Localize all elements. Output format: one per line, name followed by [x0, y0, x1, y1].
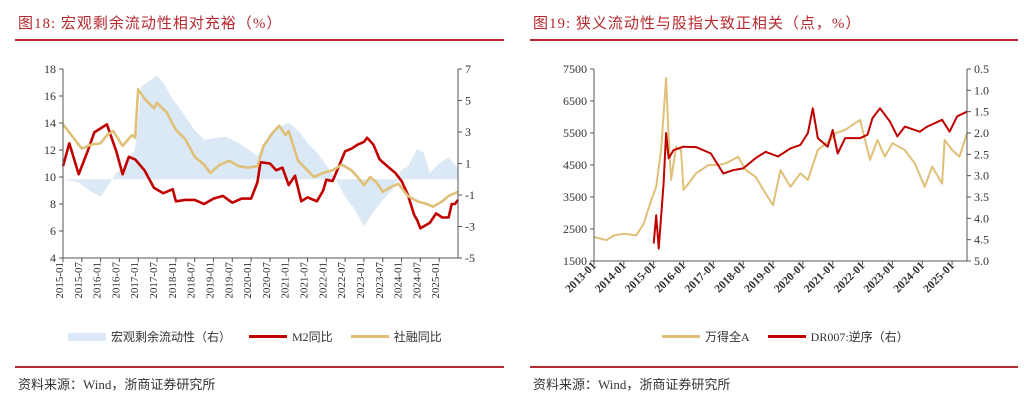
x-tick-label: 2022-01: [317, 262, 329, 299]
y-tick-label-right: 4.0: [974, 211, 989, 225]
legend-label: 社融同比: [393, 330, 442, 344]
bottom-rule-left: [15, 366, 504, 368]
y-tick-label-left: 2500: [563, 222, 587, 236]
legend-label: DR007:逆序（右）: [810, 330, 909, 344]
legend-item-m2: M2同比: [249, 328, 333, 345]
x-tick-label: 2019-01: [204, 262, 216, 299]
chart-title-left: 图18: 宏观剩余流动性相对充裕（%）: [18, 16, 283, 32]
title-rule-right: [530, 39, 1018, 41]
y-tick-label-left: 4: [50, 251, 56, 265]
legend-label: 万得全A: [705, 330, 750, 344]
x-tick-label: 2015-01: [623, 260, 659, 296]
y-tick-label-right: 1.5: [974, 105, 989, 119]
y-tick-label-left: 10: [44, 170, 56, 184]
series-line-0: [593, 77, 968, 242]
y-tick-label-right: 5.0: [974, 254, 989, 268]
y-tick-label-right: -1: [465, 188, 475, 202]
x-tick-label: 2022-01: [832, 260, 868, 296]
source-note-left: 资料来源：Wind，浙商证券研究所: [18, 377, 216, 392]
y-tick-label-right: 3.5: [974, 190, 989, 204]
y-tick-label-right: 5: [465, 94, 471, 108]
y-tick-label-right: 1: [465, 157, 471, 171]
legend-left: 宏观剩余流动性（右） M2同比 社融同比: [68, 328, 442, 345]
x-tick-label: 2020-01: [242, 262, 254, 299]
x-tick-label: 2018-07: [186, 262, 198, 299]
y-tick-label-left: 4500: [563, 158, 587, 172]
y-tick-label-left: 5500: [563, 126, 587, 140]
x-tick-label: 2017-01: [683, 260, 719, 296]
y-tick-label-right: 2.5: [974, 147, 989, 161]
x-tick-label: 2020-01: [772, 260, 808, 296]
y-tick-label-right: 4.5: [974, 233, 989, 247]
x-tick-label: 2016-01: [92, 262, 104, 299]
chart-title-right: 图19: 狭义流动性与股指大致正相关（点，%）: [533, 16, 862, 32]
y-tick-label-right: 3: [465, 125, 471, 139]
legend-item-excess-liquidity: 宏观剩余流动性（右）: [68, 328, 231, 345]
y-tick-label-right: -3: [465, 220, 475, 234]
legend-label: M2同比: [292, 330, 333, 344]
x-tick-label: 2021-07: [299, 262, 311, 299]
y-tick-label-left: 18: [44, 62, 56, 76]
legend-swatch: [350, 335, 389, 338]
x-tick-label: 2024-07: [411, 262, 423, 299]
y-tick-label-left: 6: [50, 224, 56, 238]
series-line-1: [61, 123, 460, 230]
series-area-0: [63, 75, 458, 227]
x-tick-label: 2017-01: [129, 262, 141, 299]
x-tick-label: 2022-07: [336, 262, 348, 299]
legend-label: 宏观剩余流动性（右）: [111, 330, 232, 344]
y-tick-label-left: 8: [50, 197, 56, 211]
x-tick-label: 2023-01: [355, 262, 367, 299]
y-tick-label-left: 16: [44, 89, 56, 103]
x-tick-label: 2023-07: [374, 262, 386, 299]
legend-swatch: [68, 332, 106, 341]
x-tick-label: 2014-01: [593, 260, 629, 296]
y-tick-label-left: 1500: [563, 254, 587, 268]
y-tick-label-right: -5: [465, 251, 475, 265]
x-tick-label: 2023-01: [862, 260, 898, 296]
y-tick-label-left: 12: [44, 143, 56, 157]
series-line-2: [61, 88, 459, 208]
x-tick-label: 2015-01: [54, 262, 66, 299]
y-tick-label-right: 1.0: [974, 83, 989, 97]
x-tick-label: 2024-01: [892, 260, 928, 296]
y-tick-label-right: 7: [465, 62, 471, 76]
series-line-1: [652, 107, 968, 250]
y-tick-label-left: 7500: [563, 62, 587, 76]
legend-item-dr007: DR007:逆序（右）: [767, 328, 909, 345]
y-tick-label-left: 3500: [563, 190, 587, 204]
y-tick-label-right: 3.0: [974, 169, 989, 183]
x-tick-label: 2019-01: [742, 260, 778, 296]
x-tick-label: 2025-01: [921, 260, 957, 296]
x-tick-label: 2021-01: [802, 260, 838, 296]
x-tick-label: 2018-01: [713, 260, 749, 296]
x-tick-label: 2016-07: [110, 262, 122, 299]
x-tick-label: 2016-01: [653, 260, 689, 296]
legend-item-social-financing: 社融同比: [350, 328, 442, 345]
x-tick-label: 2019-07: [223, 262, 235, 299]
bottom-rule-right: [530, 366, 1018, 368]
x-tick-label: 2025-01: [430, 262, 442, 299]
title-rule-left: [15, 39, 504, 41]
legend-right: 万得全A DR007:逆序（右）: [662, 328, 909, 345]
y-tick-label-left: 14: [44, 116, 56, 130]
legend-swatch: [249, 335, 288, 338]
y-tick-label-right: 0.5: [974, 62, 989, 76]
x-tick-label: 2021-01: [280, 262, 292, 299]
y-tick-label-right: 2.0: [974, 126, 989, 140]
x-tick-label: 2015-07: [73, 262, 85, 299]
x-tick-label: 2017-07: [148, 262, 160, 299]
x-tick-label: 2020-07: [261, 262, 273, 299]
x-tick-label: 2018-01: [167, 262, 179, 299]
legend-item-wind-a: 万得全A: [662, 328, 750, 345]
legend-swatch: [767, 335, 806, 338]
y-tick-label-left: 6500: [563, 94, 587, 108]
x-tick-label: 2024-01: [393, 262, 405, 299]
source-note-right: 资料来源：Wind，浙商证券研究所: [533, 377, 731, 392]
legend-swatch: [662, 335, 700, 338]
